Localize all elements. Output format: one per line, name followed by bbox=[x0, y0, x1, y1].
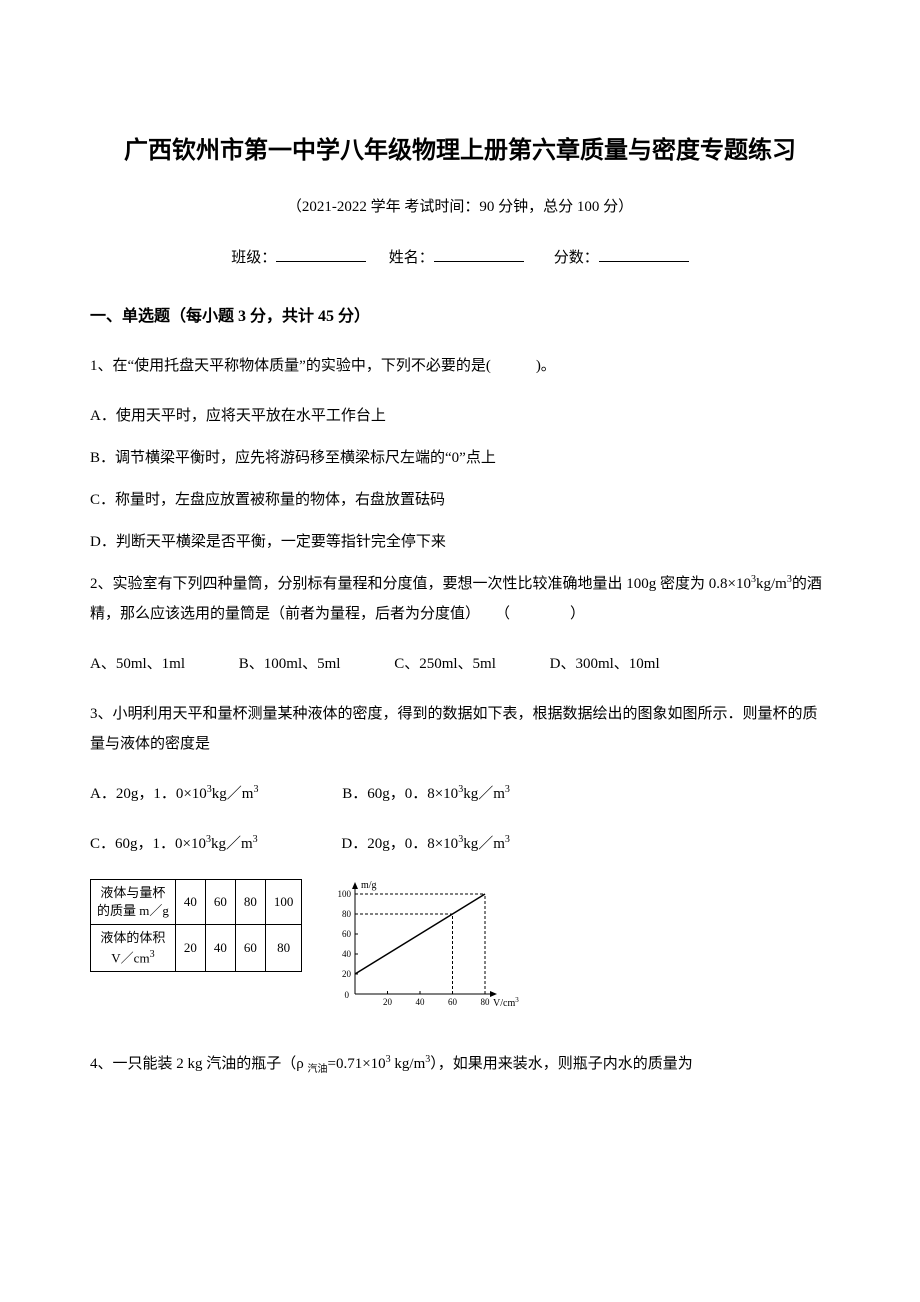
q4-pre: 4、一只能装 2 kg 汽油的瓶子（ρ bbox=[90, 1056, 308, 1072]
q1-stem: 1、在“使用托盘天平称物体质量”的实验中，下列不必要的是( )。 bbox=[90, 351, 830, 381]
q3-figure-row: 液体与量杯 的质量 m／g 40 60 80 100 液体的体积 V／cm3 2… bbox=[90, 879, 830, 1024]
score-label: 分数： bbox=[554, 250, 599, 266]
q2-stem: 2、实验室有下列四种量筒，分别标有量程和分度值，要想一次性比较准确地量出 100… bbox=[90, 569, 830, 629]
q1-option-d: D．判断天平横梁是否平衡，一定要等指针完全停下来 bbox=[90, 527, 830, 557]
svg-text:100: 100 bbox=[338, 889, 352, 899]
name-blank[interactable] bbox=[434, 247, 524, 262]
table-row1-label: 液体与量杯 的质量 m／g bbox=[91, 880, 176, 925]
table-cell: 80 bbox=[235, 880, 265, 925]
q4-mid: =0.71×10 bbox=[328, 1056, 386, 1072]
q3-d-pre: D．20g，0．8×10 bbox=[341, 836, 458, 852]
svg-text:20: 20 bbox=[342, 969, 352, 979]
q3-option-d: D．20g，0．8×103kg／m3 bbox=[341, 829, 509, 859]
exam-title: 广西钦州市第一中学八年级物理上册第六章质量与密度专题练习 bbox=[90, 130, 830, 165]
table-r1-l1: 液体与量杯 bbox=[100, 885, 165, 900]
class-label: 班级： bbox=[231, 250, 276, 266]
q2-stem-mid: kg/m bbox=[756, 576, 787, 592]
q2-option-c: C、250ml、5ml bbox=[394, 649, 496, 679]
svg-text:60: 60 bbox=[342, 929, 352, 939]
q1-option-b: B．调节横梁平衡时，应先将游码移至横梁标尺左端的“0”点上 bbox=[90, 443, 830, 473]
q2-option-b: B、100ml、5ml bbox=[239, 649, 341, 679]
q3-data-table: 液体与量杯 的质量 m／g 40 60 80 100 液体的体积 V／cm3 2… bbox=[90, 879, 302, 972]
table-cell: 60 bbox=[235, 925, 265, 972]
table-cell: 40 bbox=[175, 880, 205, 925]
table-row: 液体与量杯 的质量 m／g 40 60 80 100 bbox=[91, 880, 302, 925]
svg-text:3: 3 bbox=[516, 996, 520, 1004]
svg-text:V/cm: V/cm bbox=[493, 998, 515, 1009]
q3-d-mid: kg／m bbox=[463, 836, 505, 852]
svg-text:20: 20 bbox=[383, 997, 393, 1007]
table-cell: 40 bbox=[205, 925, 235, 972]
q3-option-a: A．20g，1．0×103kg／m3 bbox=[90, 779, 258, 809]
q3-a-sup2: 3 bbox=[253, 784, 258, 795]
q3-d-sup2: 3 bbox=[505, 834, 510, 845]
table-cell: 60 bbox=[205, 880, 235, 925]
table-row2-label: 液体的体积 V／cm3 bbox=[91, 925, 176, 972]
q3-a-mid: kg／m bbox=[212, 786, 254, 802]
table-row: 液体的体积 V／cm3 20 40 60 80 bbox=[91, 925, 302, 972]
q2-option-a: A、50ml、1ml bbox=[90, 649, 185, 679]
chart-svg: 0 20 40 60 80 100 20 40 60 80 m/g V/cm3 bbox=[327, 879, 527, 1019]
q1-option-a: A．使用天平时，应将天平放在水平工作台上 bbox=[90, 401, 830, 431]
svg-text:0: 0 bbox=[345, 990, 350, 1000]
svg-text:80: 80 bbox=[481, 997, 491, 1007]
q2-stem-pre: 2、实验室有下列四种量筒，分别标有量程和分度值，要想一次性比较准确地量出 100… bbox=[90, 576, 751, 592]
q4-mid2: kg/m bbox=[391, 1056, 426, 1072]
table-r2-l2: V／cm bbox=[111, 950, 149, 965]
q2-options: A、50ml、1ml B、100ml、5ml C、250ml、5ml D、300… bbox=[90, 649, 830, 679]
q3-a-pre: A．20g，1．0×10 bbox=[90, 786, 207, 802]
q3-c-sup2: 3 bbox=[253, 834, 258, 845]
score-blank[interactable] bbox=[599, 247, 689, 262]
exam-subtitle: （2021-2022 学年 考试时间：90 分钟，总分 100 分） bbox=[90, 195, 830, 216]
q3-option-b: B．60g，0．8×103kg／m3 bbox=[342, 779, 510, 809]
svg-text:40: 40 bbox=[342, 949, 352, 959]
table-r1-l2: 的质量 m／g bbox=[97, 903, 169, 918]
q3-options-row2: C．60g，1．0×103kg／m3 D．20g，0．8×103kg／m3 bbox=[90, 829, 830, 859]
q3-options-row1: A．20g，1．0×103kg／m3 B．60g，0．8×103kg／m3 bbox=[90, 779, 830, 809]
q4-sub: 汽油 bbox=[308, 1064, 328, 1075]
name-label: 姓名： bbox=[389, 250, 434, 266]
table-r2-sup: 3 bbox=[150, 949, 155, 960]
section-1-header: 一、单选题（每小题 3 分，共计 45 分） bbox=[90, 302, 830, 326]
svg-text:m/g: m/g bbox=[361, 880, 377, 891]
q3-c-mid: kg／m bbox=[211, 836, 253, 852]
table-cell: 80 bbox=[265, 925, 302, 972]
svg-text:60: 60 bbox=[448, 997, 458, 1007]
q2-option-d: D、300ml、10ml bbox=[550, 649, 660, 679]
q4-stem: 4、一只能装 2 kg 汽油的瓶子（ρ 汽油=0.71×103 kg/m3），如… bbox=[90, 1049, 830, 1080]
q1-option-c: C．称量时，左盘应放置被称量的物体，右盘放置砝码 bbox=[90, 485, 830, 515]
q3-chart: 0 20 40 60 80 100 20 40 60 80 m/g V/cm3 bbox=[327, 879, 527, 1024]
svg-text:80: 80 bbox=[342, 909, 352, 919]
svg-text:40: 40 bbox=[416, 997, 426, 1007]
q3-c-pre: C．60g，1．0×10 bbox=[90, 836, 206, 852]
student-info-line: 班级： 姓名： 分数： bbox=[90, 246, 830, 267]
q3-b-mid: kg／m bbox=[463, 786, 505, 802]
q4-post: ），如果用来装水，则瓶子内水的质量为 bbox=[430, 1056, 693, 1072]
table-r2-l1: 液体的体积 bbox=[100, 930, 165, 945]
table-cell: 20 bbox=[175, 925, 205, 972]
q3-stem: 3、小明利用天平和量杯测量某种液体的密度，得到的数据如下表，根据数据绘出的图象如… bbox=[90, 699, 830, 759]
table-cell: 100 bbox=[265, 880, 302, 925]
q3-option-c: C．60g，1．0×103kg／m3 bbox=[90, 829, 258, 859]
class-blank[interactable] bbox=[276, 247, 366, 262]
q3-b-sup2: 3 bbox=[505, 784, 510, 795]
q3-b-pre: B．60g，0．8×10 bbox=[342, 786, 458, 802]
